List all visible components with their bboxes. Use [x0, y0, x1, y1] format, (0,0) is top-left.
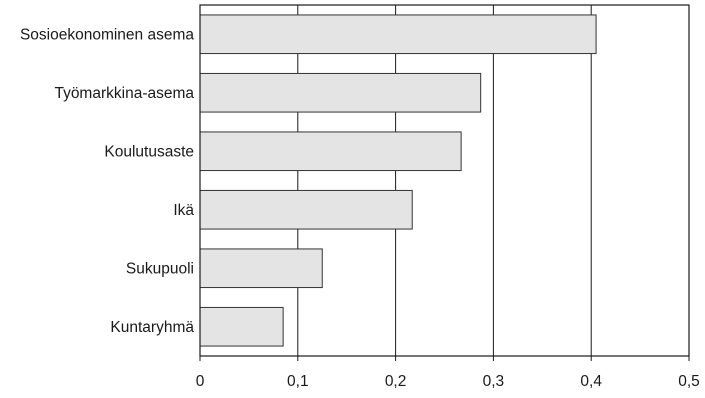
- bars: [199, 14, 597, 347]
- category-label: Ikä: [173, 202, 194, 219]
- x-tick-label: 0,1: [287, 373, 309, 390]
- bar: [199, 306, 284, 347]
- x-tick-label: 0,2: [385, 373, 407, 390]
- category-label: Koulutusaste: [104, 143, 194, 160]
- category-labels: Sosioekonominen asema Työmarkkina-asema Ko…: [20, 26, 194, 336]
- category-label: Kuntaryhmä: [110, 319, 194, 336]
- x-tick-label: 0,4: [580, 373, 602, 390]
- x-tick-label: 0,3: [483, 373, 505, 390]
- bar: [199, 248, 323, 289]
- bar: [199, 14, 597, 55]
- category-label: Sukupuoli: [126, 260, 194, 277]
- x-axis-ticks: 0 0,1 0,2 0,3 0,4 0,5: [196, 356, 700, 390]
- plot-frame: [199, 4, 690, 357]
- bar: [199, 131, 462, 172]
- category-label: Työmarkkina-asema: [54, 85, 194, 102]
- category-label: Sosioekonominen asema: [20, 26, 194, 43]
- gridlines: [297, 5, 592, 356]
- x-tick-label: 0: [196, 373, 205, 390]
- x-tick-label: 0,5: [678, 373, 700, 390]
- bar: [199, 189, 413, 230]
- bar: [199, 72, 482, 113]
